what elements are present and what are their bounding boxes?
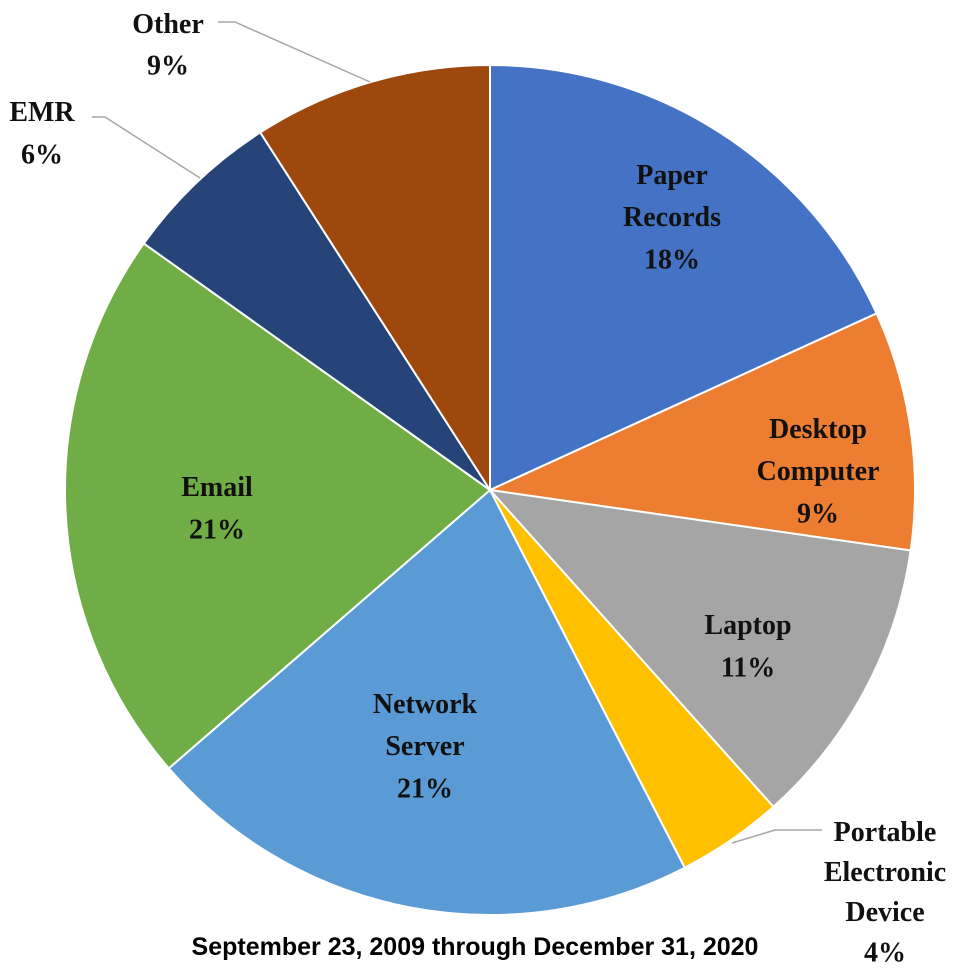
slice-value-label: 18%: [644, 244, 700, 275]
slice-value-label: 9%: [147, 50, 189, 81]
leader-line: [92, 116, 201, 179]
slice-label: Email: [181, 472, 253, 503]
pie-slice: [489, 63, 878, 492]
slice-value-label: 21%: [397, 773, 453, 804]
slice-value-label: 6%: [21, 139, 63, 170]
pie-slice: [258, 63, 491, 494]
slice-value-label: 21%: [189, 514, 245, 545]
slice-label: Desktop Computer: [757, 414, 880, 487]
slice-label: Paper Records: [623, 160, 721, 233]
slice-label: Other: [132, 9, 204, 40]
slice-label: Laptop: [704, 610, 791, 641]
pie-slice: [486, 312, 916, 552]
pie-slice: [64, 242, 492, 770]
pie-slice: [167, 488, 687, 916]
leader-line: [731, 829, 822, 844]
pie-slice: [142, 131, 491, 491]
slice-label: EMR: [9, 97, 75, 128]
slice-label: Network Server: [373, 689, 478, 762]
chart-caption: September 23, 2009 through December 31, …: [192, 933, 759, 961]
slice-value-label: 9%: [797, 498, 839, 529]
slice-value-label: 4%: [864, 937, 906, 968]
slice-value-label: 11%: [721, 652, 775, 683]
slice-label: Portable Electronic Device: [824, 817, 946, 928]
leader-line: [218, 21, 371, 83]
pie-slice: [487, 488, 912, 809]
